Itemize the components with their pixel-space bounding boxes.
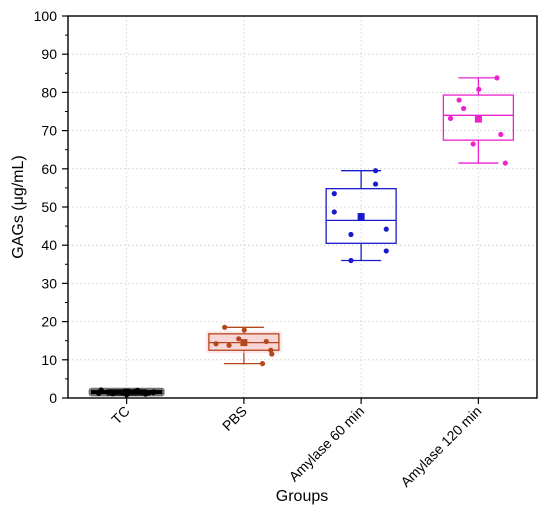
data-point <box>236 336 242 342</box>
box-iqr <box>442 94 515 141</box>
data-point <box>331 209 337 215</box>
data-point <box>226 342 232 348</box>
data-point <box>110 391 116 397</box>
data-point <box>146 390 152 396</box>
data-points <box>96 75 508 398</box>
data-point <box>124 392 130 398</box>
data-point <box>383 226 389 232</box>
data-point <box>213 341 219 347</box>
y-tick-label: 90 <box>41 46 57 62</box>
data-point <box>348 231 354 238</box>
axes: 0 10 20 30 40 50 60 70 80 90 100 TC PBS Amylase 60 mi… <box>34 8 485 490</box>
gridlines <box>68 16 537 398</box>
y-tick-label: 20 <box>41 314 57 330</box>
data-point <box>259 361 266 367</box>
box-plot-series <box>88 77 515 397</box>
x-tick-label: TC <box>108 403 133 428</box>
data-point <box>383 248 389 254</box>
data-point <box>241 327 247 333</box>
x-tick-label: Amylase 120 min <box>397 403 484 490</box>
data-point <box>331 191 337 197</box>
box-mean-marker <box>474 115 482 123</box>
data-point <box>134 387 141 393</box>
y-tick-label: 40 <box>41 237 57 253</box>
y-tick-label: 100 <box>34 8 58 24</box>
data-point <box>119 389 125 395</box>
data-point <box>373 168 379 174</box>
x-tick-label: PBS <box>219 403 250 434</box>
y-tick-label: 70 <box>41 123 57 139</box>
box-4 <box>442 77 515 164</box>
y-axis-title: GAGs (μg/mL) <box>10 155 27 258</box>
data-point <box>494 75 500 81</box>
data-point <box>269 351 275 357</box>
data-point <box>470 141 476 147</box>
y-tick-label: 50 <box>41 199 57 215</box>
y-tick-label: 30 <box>41 275 57 291</box>
data-point <box>498 131 504 138</box>
data-point <box>502 160 508 166</box>
data-point <box>348 257 354 264</box>
y-tick-label: 80 <box>41 84 57 100</box>
data-point <box>461 105 467 112</box>
data-point <box>263 338 269 345</box>
box-mean-marker <box>240 339 248 347</box>
x-axis-title: Groups <box>276 488 328 505</box>
box-iqr <box>325 188 397 244</box>
box-3 <box>325 170 397 262</box>
box-2 <box>205 326 282 365</box>
data-point <box>98 387 104 393</box>
y-tick-label: 0 <box>49 390 57 406</box>
data-point <box>456 97 462 103</box>
data-point <box>372 181 379 187</box>
plot-frame <box>67 15 538 399</box>
data-point <box>222 324 228 330</box>
x-tick-label: Amylase 60 min <box>286 403 368 485</box>
box-mean-marker <box>123 388 131 396</box>
y-tick-label: 10 <box>41 352 57 368</box>
data-point <box>150 390 156 396</box>
box-mean-marker <box>357 213 365 221</box>
y-tick-label: 60 <box>41 161 57 177</box>
data-point <box>476 86 482 92</box>
data-point <box>447 115 454 121</box>
